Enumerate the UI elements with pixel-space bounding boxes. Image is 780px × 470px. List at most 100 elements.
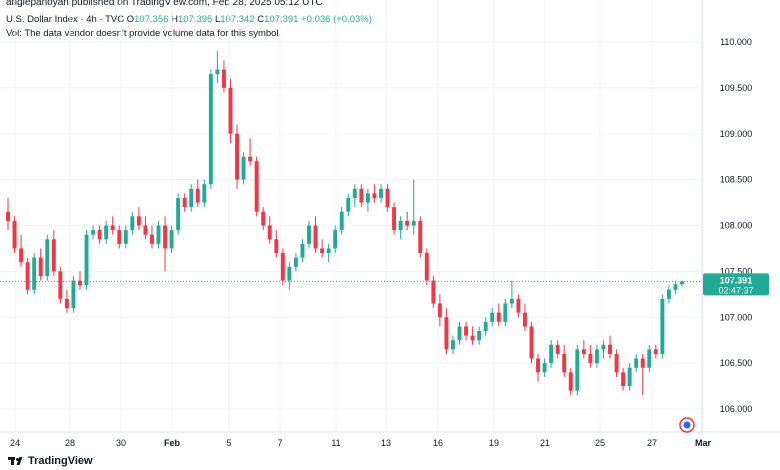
candle-body[interactable] <box>634 358 639 368</box>
candle-body[interactable] <box>320 248 325 254</box>
candle-body[interactable] <box>64 298 69 309</box>
candle-body[interactable] <box>398 220 403 231</box>
candle-body[interactable] <box>326 248 331 254</box>
candle-body[interactable] <box>575 349 580 391</box>
candle-body[interactable] <box>300 243 305 258</box>
candle-body[interactable] <box>307 225 311 244</box>
candle-body[interactable] <box>418 220 423 254</box>
candle-body[interactable] <box>666 289 671 299</box>
candle-body[interactable] <box>38 257 43 276</box>
candle-body[interactable] <box>653 349 658 354</box>
candle-body[interactable] <box>117 230 122 244</box>
candle-body[interactable] <box>189 188 194 208</box>
candle-body[interactable] <box>215 69 220 75</box>
candle-body[interactable] <box>208 74 213 185</box>
candle-body[interactable] <box>313 225 318 249</box>
candle-body[interactable] <box>333 230 338 249</box>
candle-body[interactable] <box>588 353 593 364</box>
candle-body[interactable] <box>287 266 292 281</box>
candle-body[interactable] <box>627 367 632 387</box>
candle-body[interactable] <box>78 280 82 286</box>
candle-body[interactable] <box>45 239 50 276</box>
candle-body[interactable] <box>509 298 514 304</box>
candle-body[interactable] <box>608 344 612 354</box>
candle-body[interactable] <box>58 271 63 299</box>
candle-body[interactable] <box>248 156 253 162</box>
candle-body[interactable] <box>293 257 298 267</box>
candle-body[interactable] <box>110 225 115 231</box>
candle-body[interactable] <box>352 188 357 198</box>
candle-body[interactable] <box>280 253 285 281</box>
candle-body[interactable] <box>621 372 626 387</box>
candle-body[interactable] <box>202 184 207 203</box>
candle-body[interactable] <box>568 372 573 391</box>
candle-body[interactable] <box>359 188 364 203</box>
candle-body[interactable] <box>614 353 619 373</box>
candle-body[interactable] <box>97 230 102 240</box>
candle-body[interactable] <box>176 197 181 231</box>
candle-body[interactable] <box>444 317 449 350</box>
candle-body[interactable] <box>503 303 508 322</box>
candle-body[interactable] <box>346 197 351 212</box>
candle-body[interactable] <box>581 349 586 354</box>
candle-body[interactable] <box>104 225 109 240</box>
candle-body[interactable] <box>71 280 76 309</box>
candle-body[interactable] <box>522 312 527 327</box>
candle-body[interactable] <box>549 344 554 364</box>
candle-body[interactable] <box>51 239 56 272</box>
candle-body[interactable] <box>405 220 410 226</box>
candle-body[interactable] <box>516 298 521 313</box>
candle-body[interactable] <box>660 298 665 354</box>
candle-body[interactable] <box>254 161 259 212</box>
candle-body[interactable] <box>424 253 429 281</box>
candle-body[interactable] <box>464 326 469 336</box>
candle-body[interactable] <box>451 340 455 350</box>
candle-body[interactable] <box>601 344 606 350</box>
candle-body[interactable] <box>457 326 462 341</box>
candle-body[interactable] <box>673 284 678 290</box>
candle-body[interactable] <box>130 216 135 231</box>
candle-body[interactable] <box>261 211 266 226</box>
candle-body[interactable] <box>562 353 567 373</box>
candle-body[interactable] <box>437 303 442 318</box>
candle-body[interactable] <box>379 188 383 198</box>
symbol-title[interactable]: U.S. Dollar Index · 4h · TVC <box>6 14 125 25</box>
candle-body[interactable] <box>372 193 377 198</box>
candle-body[interactable] <box>228 87 233 134</box>
candle-body[interactable] <box>149 234 154 244</box>
candle-body[interactable] <box>640 358 645 368</box>
candle-body[interactable] <box>339 211 344 231</box>
candle-body[interactable] <box>241 156 246 180</box>
candle-body[interactable] <box>182 197 187 208</box>
candle-body[interactable] <box>431 280 436 304</box>
candle-body[interactable] <box>84 234 89 286</box>
candle-body[interactable] <box>529 326 534 359</box>
candle-body[interactable] <box>12 220 17 249</box>
candle-body[interactable] <box>235 133 239 180</box>
candle-body[interactable] <box>385 188 390 208</box>
candle-body[interactable] <box>680 281 684 285</box>
candle-body[interactable] <box>143 225 148 235</box>
candle-body[interactable] <box>274 239 279 254</box>
candle-body[interactable] <box>267 225 272 240</box>
candle-body[interactable] <box>163 225 168 249</box>
candle-body[interactable] <box>365 193 370 203</box>
candle-body[interactable] <box>195 188 200 203</box>
candle-body[interactable] <box>156 225 161 244</box>
candle-body[interactable] <box>91 230 96 235</box>
candle-body[interactable] <box>496 312 501 322</box>
candle-body[interactable] <box>136 216 141 226</box>
candle-body[interactable] <box>19 248 24 263</box>
candle-body[interactable] <box>25 262 30 290</box>
candle-body[interactable] <box>483 321 488 332</box>
candle-body[interactable] <box>536 358 541 373</box>
candle-body[interactable] <box>123 230 128 244</box>
candle-body[interactable] <box>477 331 482 341</box>
candle-body[interactable] <box>490 312 495 322</box>
candle-body[interactable] <box>647 349 652 368</box>
candle-body[interactable] <box>392 207 397 231</box>
candle-body[interactable] <box>470 335 475 341</box>
candle-body[interactable] <box>6 211 10 221</box>
candle-body[interactable] <box>32 257 37 290</box>
